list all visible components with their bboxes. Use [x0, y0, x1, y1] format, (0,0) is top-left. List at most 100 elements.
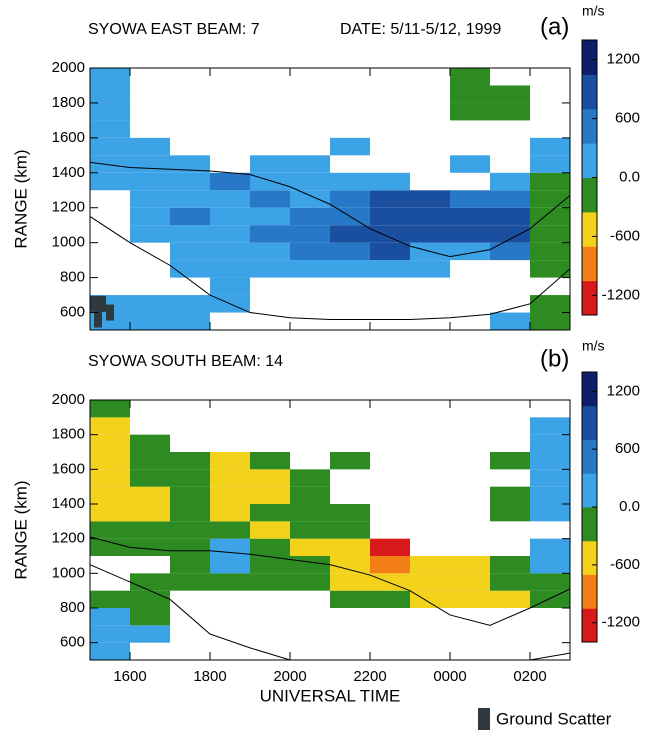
velocity-cell [130, 590, 170, 608]
velocity-cell [210, 452, 250, 470]
y-axis-label: RANGE (km) [11, 480, 30, 579]
colorbar-band [582, 143, 597, 178]
velocity-cell [90, 102, 130, 121]
velocity-cell [370, 225, 410, 243]
velocity-cell [530, 242, 570, 261]
colorbar-band [582, 372, 597, 407]
velocity-cell [90, 608, 130, 626]
velocity-cell [130, 608, 170, 626]
velocity-cell [370, 207, 410, 226]
colorbar-band [582, 246, 597, 282]
velocity-cell [330, 260, 370, 278]
plot-frame [89, 399, 571, 661]
velocity-cell [130, 225, 170, 243]
ground-scatter [94, 311, 102, 328]
velocity-cell [450, 68, 490, 86]
velocity-cell [170, 573, 210, 591]
x-tick-label: 1600 [113, 668, 146, 685]
plot-area [90, 68, 570, 330]
velocity-cell [530, 172, 570, 191]
y-tick-label: 1600 [52, 460, 85, 477]
velocity-cell [170, 486, 210, 504]
y-tick-label: 1800 [52, 94, 85, 111]
colorbar-tick-label: 1200 [607, 51, 640, 68]
model-line [90, 161, 570, 258]
velocity-cell [530, 417, 570, 435]
velocity-cell [90, 137, 130, 156]
y-tick-label: 1600 [52, 129, 85, 146]
velocity-cell [90, 400, 130, 418]
velocity-cell [250, 207, 290, 226]
velocity-cell [290, 260, 330, 278]
velocity-cell [490, 504, 530, 522]
velocity-cell [530, 207, 570, 226]
velocity-cell [290, 190, 330, 208]
velocity-cell [90, 504, 130, 522]
velocity-cell [450, 207, 490, 226]
velocity-cell [450, 590, 490, 608]
velocity-cell [330, 242, 370, 261]
velocity-cell [290, 504, 330, 522]
colorbar-band [582, 40, 597, 75]
velocity-cell [130, 137, 170, 156]
velocity-cell [450, 85, 490, 103]
velocity-cell [170, 452, 210, 470]
panel-title: SYOWA EAST BEAM: 7 [88, 21, 260, 38]
colorbar-tick-label: -600 [610, 556, 640, 573]
velocity-cell [210, 573, 250, 591]
velocity-cell [170, 207, 210, 226]
unit-label: m/s [582, 3, 605, 19]
ground-scatter [98, 295, 106, 312]
velocity-cell [370, 172, 410, 191]
velocity-cell [490, 102, 530, 121]
y-axis-label: RANGE (km) [11, 149, 30, 248]
velocity-cell [210, 172, 250, 191]
velocity-cell [170, 521, 210, 539]
velocity-cell [370, 260, 410, 278]
velocity-cell [130, 538, 170, 556]
velocity-cell [410, 260, 450, 278]
velocity-cell [450, 102, 490, 121]
velocity-cell [410, 590, 450, 608]
velocity-cell [530, 434, 570, 452]
y-tick-label: 1000 [52, 234, 85, 251]
colorbar-band [582, 405, 597, 440]
velocity-cell [250, 504, 290, 522]
colorbar-tick-label: 600 [615, 110, 640, 127]
legend-label: Ground Scatter [496, 709, 612, 728]
velocity-cell [530, 556, 570, 574]
velocity-cell [210, 190, 250, 208]
velocity-cell [290, 225, 330, 243]
velocity-cell [130, 469, 170, 487]
velocity-cell [450, 190, 490, 208]
colorbar-band [582, 439, 597, 474]
colorbar-tick-label: 600 [615, 440, 640, 457]
velocity-cell [90, 120, 130, 138]
y-tick-label: 1200 [52, 530, 85, 547]
velocity-cell [490, 225, 530, 243]
velocity-cell [450, 556, 490, 574]
velocity-cell [450, 155, 490, 173]
velocity-cell [330, 172, 370, 191]
unit-label: m/s [582, 338, 605, 354]
velocity-cell [130, 295, 170, 313]
colorbar-tick-label: 0.0 [619, 168, 640, 185]
velocity-cell [370, 242, 410, 261]
velocity-cell [250, 538, 290, 556]
velocity-cell [530, 504, 570, 522]
velocity-cell [130, 155, 170, 173]
velocity-cell [90, 538, 130, 556]
velocity-cell [330, 452, 370, 470]
velocity-cell [410, 225, 450, 243]
velocity-cell [490, 85, 530, 103]
velocity-cell [290, 242, 330, 261]
velocity-cell [530, 295, 570, 313]
velocity-cell [530, 260, 570, 278]
y-tick-label: 1400 [52, 164, 85, 181]
velocity-cell [170, 538, 210, 556]
velocity-cell [130, 172, 170, 191]
velocity-cell [530, 452, 570, 470]
velocity-cell [490, 452, 530, 470]
velocity-cell [170, 504, 210, 522]
y-tick-label: 2000 [52, 59, 85, 76]
